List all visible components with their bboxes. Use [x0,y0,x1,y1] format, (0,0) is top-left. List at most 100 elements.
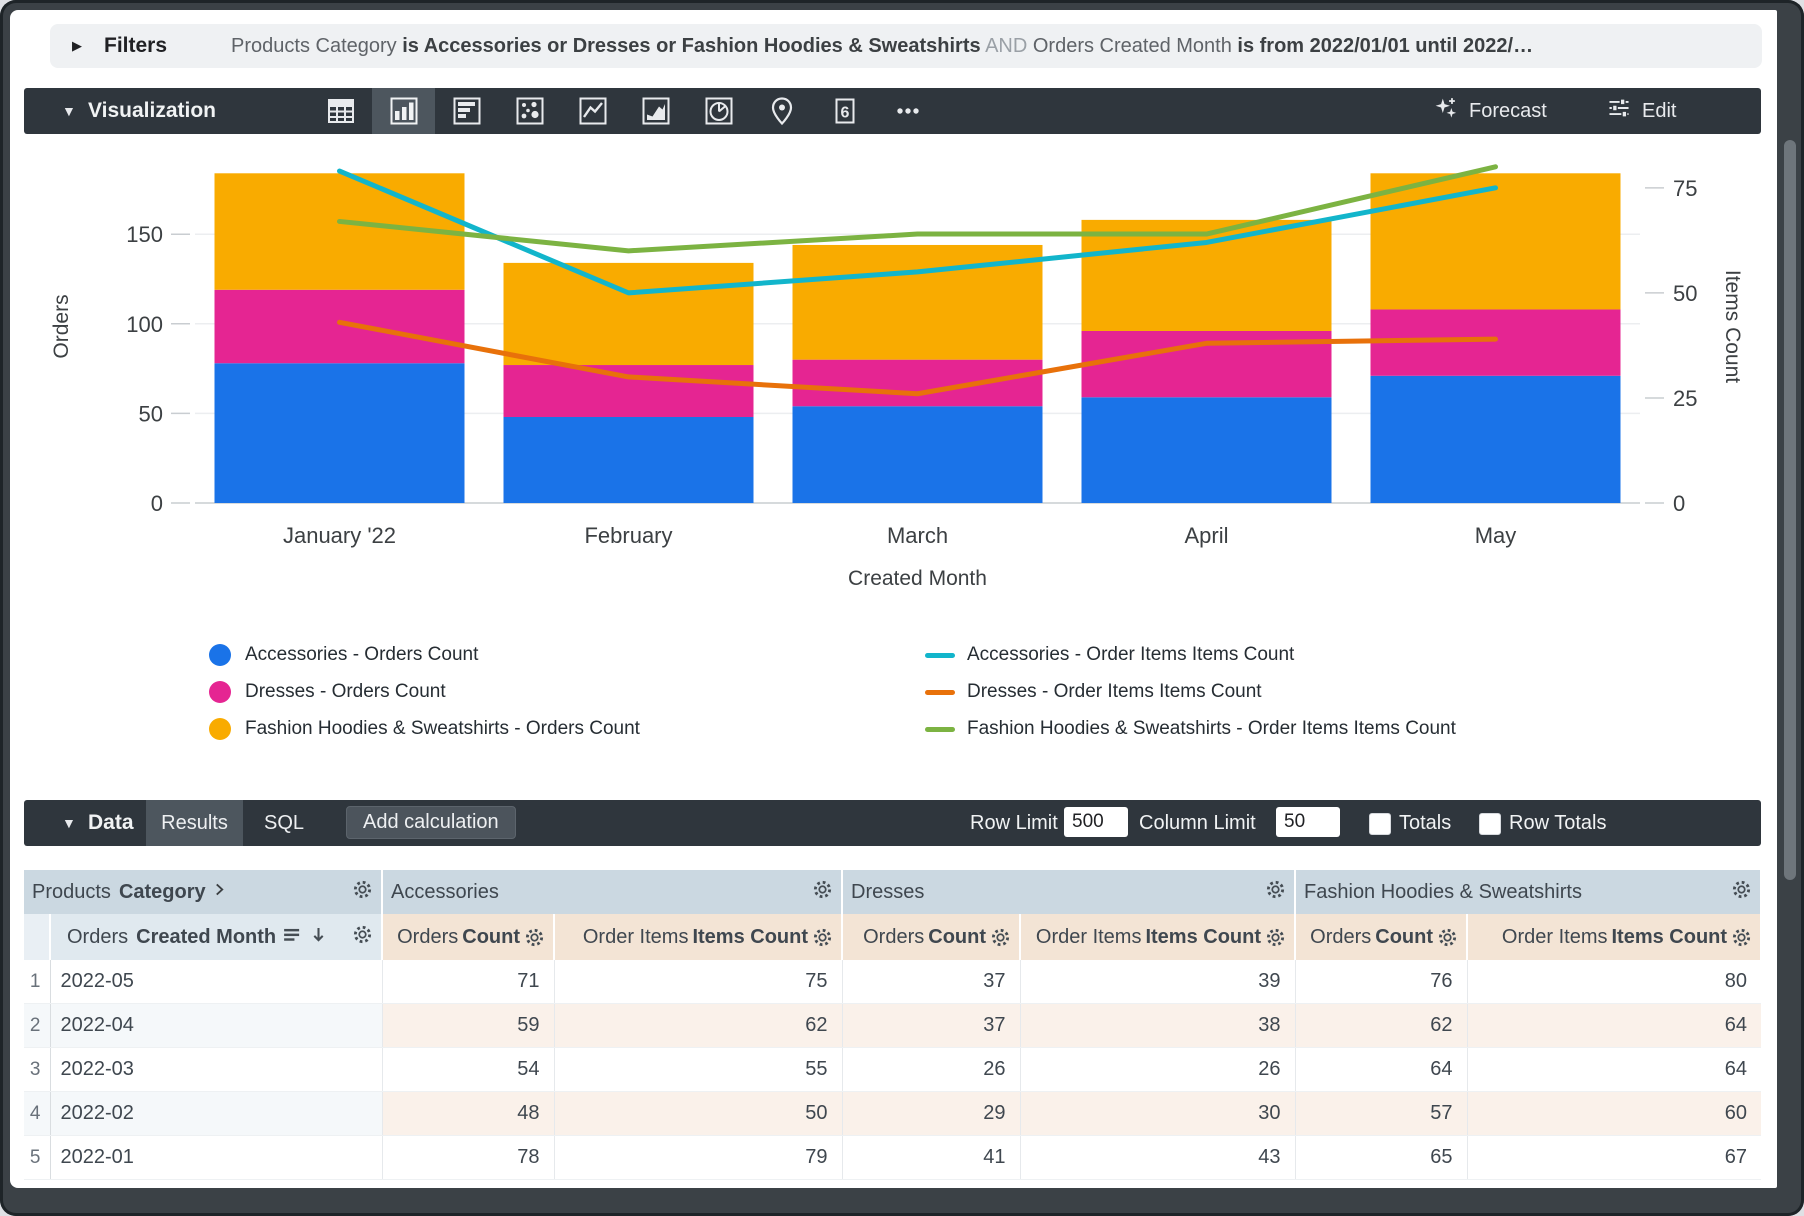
combo-chart-svg: 0 50 100 150 0 25 50 75 January '22 February March… [50,164,1744,590]
header-label-bold: Count [1375,925,1434,948]
x-tick-label: January '22 [283,523,396,548]
measure-cell: 80 [1467,960,1762,1004]
collapse-visualization-icon[interactable]: ▼ [62,103,76,119]
table-row: 4 2022-02 48 50 29 30 57 60 [24,1091,1762,1136]
legend-item[interactable]: Dresses - Order Items Items Count [925,681,1262,703]
header-label-bold: Items Count [692,925,809,948]
measure-cell: 26 [842,1047,1021,1092]
group-header-products-category[interactable]: Products Category [24,870,384,914]
measure-column-header[interactable]: Order Items Items Count [1467,914,1763,960]
legend-item[interactable]: Accessories - Orders Count [209,644,478,666]
header-label-bold: Count [928,925,987,948]
bar-segment [503,262,754,366]
chart-legend: Accessories - Orders Count Dresses - Orde… [24,640,1761,745]
left-tick-label: 50 [139,401,163,426]
totals-label: Totals [1399,812,1452,834]
gear-icon[interactable] [1731,927,1752,948]
legend-label: Fashion Hoodies & Sweatshirts - Orders C… [245,718,640,739]
legend-label: Accessories - Orders Count [245,644,479,665]
column-limit-input[interactable] [1276,807,1340,837]
measure-column-header[interactable]: Order Items Items Count [1020,914,1297,960]
legend-item[interactable]: Fashion Hoodies & Sweatshirts - Orders C… [209,718,640,740]
filter-expression-segment: Orders Created Month [1032,34,1238,57]
edit-viz-button[interactable]: Edit [1606,88,1676,134]
group-header[interactable]: Fashion Hoodies & Sweatshirts [1295,870,1763,914]
legend-swatch-icon [209,644,231,666]
viz-type-pie-chart-icon[interactable] [687,88,750,134]
row-limit-input[interactable] [1064,807,1128,837]
right-tick-label: 50 [1673,281,1697,306]
header-label-bold: Created Month [136,925,277,948]
measure-column-header[interactable]: Orders Count [1295,914,1469,960]
header-label: Orders [397,925,459,948]
subtotal-list-icon[interactable] [284,926,303,949]
measure-cell: 76 [1295,960,1468,1004]
gear-icon[interactable] [812,927,833,948]
group-header[interactable]: Dresses [842,870,1297,914]
measure-cell: 30 [1020,1091,1296,1136]
column-header-orders-created-month[interactable]: Orders Created Month [50,914,384,960]
gear-icon[interactable] [352,924,373,945]
gear-icon[interactable] [990,927,1011,948]
measure-cell: 41 [842,1135,1021,1180]
measure-cell: 67 [1467,1135,1762,1180]
tab-sql[interactable]: SQL [263,812,305,834]
bar-segment [1370,173,1621,310]
filters-bar[interactable]: ▶ Filters Products Category is Accessori… [50,24,1762,68]
measure-cell: 54 [382,1047,555,1092]
bar-segment [214,289,465,364]
gear-icon[interactable] [812,879,833,900]
more-options-icon [896,108,919,114]
group-header[interactable]: Accessories [382,870,844,914]
totals-checkbox[interactable] [1369,813,1391,835]
chevron-right-icon[interactable] [214,881,225,904]
viz-type-single-value-icon[interactable]: 6 [813,88,876,134]
measure-column-header[interactable]: Orders Count [382,914,556,960]
viz-type-column-chart-icon[interactable] [372,88,435,134]
viz-type-table-chart-icon[interactable] [309,88,372,134]
combo-chart: 0 50 100 150 0 25 50 75 January '22 February March… [24,140,1761,620]
gear-icon[interactable] [1437,927,1458,948]
legend-item[interactable]: Dresses - Orders Count [209,681,446,703]
viz-type-scatter-chart-icon[interactable] [498,88,561,134]
gear-icon[interactable] [1265,879,1286,900]
viz-type-area-chart-icon[interactable] [624,88,687,134]
viz-type-line-chart-icon[interactable] [561,88,624,134]
tab-results[interactable]: Results [146,800,243,846]
measure-column-header[interactable]: Order Items Items Count [554,914,844,960]
header-label: Order Items [1501,925,1608,948]
viz-type-more-options-icon[interactable] [876,88,939,134]
legend-swatch-icon [209,718,231,740]
viz-type-bar-chart-icon[interactable] [435,88,498,134]
gear-icon[interactable] [1731,879,1752,900]
gear-icon[interactable] [524,927,545,948]
row-totals-checkbox[interactable] [1479,813,1501,835]
column-chart-icon [390,97,417,125]
legend-item[interactable]: Accessories - Order Items Items Count [925,644,1294,666]
row-number-cell: 1 [24,960,51,1004]
measure-cell: 38 [1020,1003,1296,1048]
forecast-button[interactable]: Forecast [1432,88,1547,134]
expand-filters-icon[interactable]: ▶ [72,38,82,53]
measure-cell: 57 [1295,1091,1468,1136]
measure-cell: 75 [554,960,843,1004]
vertical-scrollbar[interactable] [1784,140,1796,880]
table-column-header-row: Orders Created Month Orders Count Order It… [24,914,1763,960]
measure-cell: 71 [382,960,555,1004]
sort-desc-arrow-icon[interactable] [311,926,326,949]
edit-sliders-icon [1606,95,1632,127]
line-series [337,319,1498,397]
gear-icon[interactable] [352,879,373,900]
header-label-bold: Items Count [1145,925,1262,948]
pie-chart-icon [705,97,732,125]
measure-cell: 50 [554,1091,843,1136]
measure-cell: 64 [1467,1047,1762,1092]
measure-column-header[interactable]: Orders Count [842,914,1022,960]
measure-cell: 65 [1295,1135,1468,1180]
add-calculation-button[interactable]: Add calculation [346,806,516,839]
viz-type-map-pin-icon[interactable] [750,88,813,134]
gear-icon[interactable] [1265,927,1286,948]
legend-item[interactable]: Fashion Hoodies & Sweatshirts - Order It… [925,718,1456,740]
legend-swatch-icon [209,681,231,703]
collapse-data-icon[interactable]: ▼ [62,815,76,831]
